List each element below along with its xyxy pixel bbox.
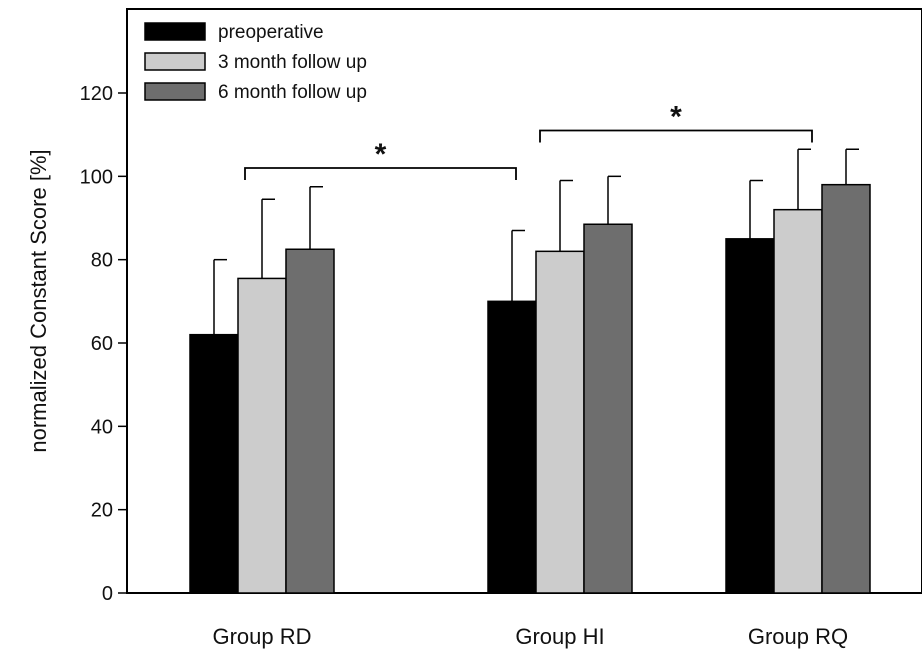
significance-bracket [539,129,813,143]
bar-3-2 [583,223,633,594]
y-tick-label: 80 [91,250,113,272]
bar-2-2 [535,250,585,594]
x-axis: Group RD Group HI Group RQ [212,624,848,649]
legend-label: 6 month follow up [218,82,367,103]
y-axis: 0 20 40 60 80 100 120 [80,83,127,605]
y-tick-label: 20 [91,500,113,522]
bar-1-2 [487,300,537,594]
significance-star: * [670,101,682,134]
bar-3-1 [285,248,335,594]
significance-brackets: ** [244,101,813,180]
bar-2-3 [773,208,823,594]
legend-swatch [144,82,206,101]
legend-swatch [144,22,206,41]
legend-label: 3 month follow up [218,52,367,73]
bar-3-3 [821,183,871,594]
bar-2-1 [237,277,287,594]
y-tick-label: 60 [91,333,113,355]
significance-star: * [375,138,387,171]
x-tick-label: Group RQ [748,624,848,649]
x-tick-label: Group RD [212,624,311,649]
error-bars-layer [213,148,859,335]
legend-swatch [144,52,206,71]
x-tick-label: Group HI [515,624,604,649]
y-tick-label: 40 [91,416,113,438]
y-axis-label: normalized Constant Score [%] [26,149,51,452]
y-tick-label: 0 [102,583,113,605]
bars-layer [189,183,871,594]
legend-label: preoperative [218,22,324,43]
y-tick-label: 100 [80,166,113,188]
significance-bracket [244,167,517,180]
y-tick-label: 120 [80,83,113,105]
legend: preoperative 3 month follow up 6 month fol… [144,22,367,103]
bar-1-3 [725,238,775,594]
bar-1-1 [189,333,239,594]
